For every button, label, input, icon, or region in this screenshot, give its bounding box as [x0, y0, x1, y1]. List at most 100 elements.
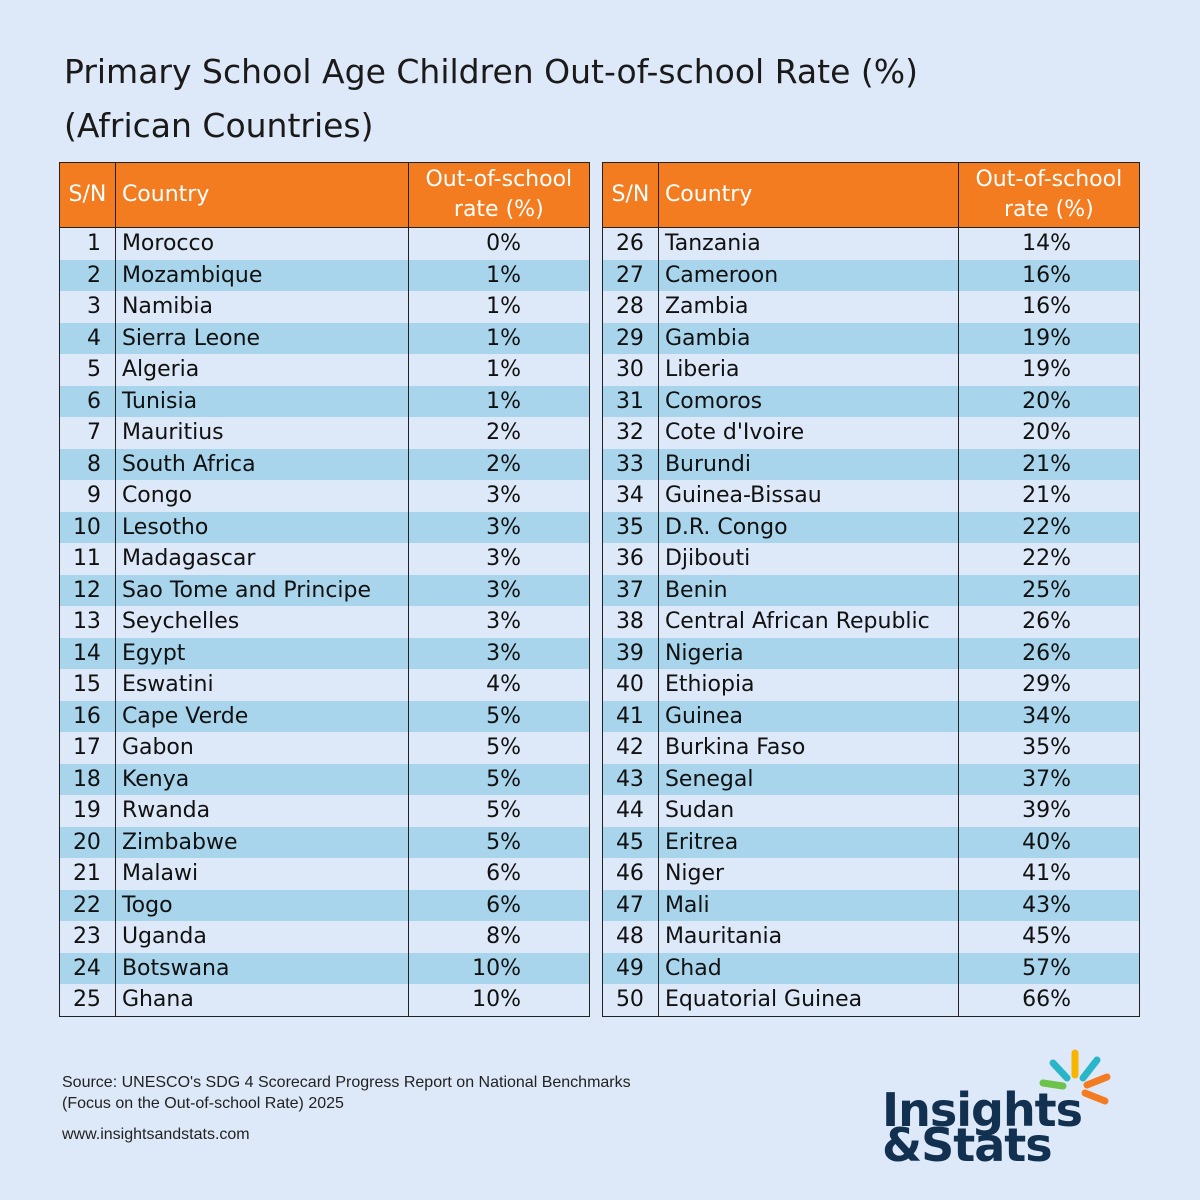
table-row: 30 Liberia 19%: [602, 354, 1141, 386]
rate-cell: 39%: [957, 795, 1141, 827]
table-row: 19 Rwanda 5%: [59, 795, 591, 827]
country-cell: Eswatini: [114, 669, 409, 701]
country-cell: Ethiopia: [657, 669, 959, 701]
table-row: 23 Uganda 8%: [59, 921, 591, 953]
rate-cell: 20%: [957, 417, 1141, 449]
rate-cell: 29%: [957, 669, 1141, 701]
sn-cell: 49: [602, 952, 659, 984]
logo: &Stats: [882, 1118, 1053, 1172]
sn-cell: 22: [59, 889, 116, 921]
table-row: 14 Egypt 3%: [59, 637, 591, 669]
sn-cell: 13: [59, 606, 116, 638]
country-cell: Tunisia: [114, 385, 409, 417]
country-cell: Sierra Leone: [114, 322, 409, 354]
data-table: S/N Country Out-of-school rate (%) 26 Tanzan…: [602, 162, 1141, 1017]
rate-cell: 5%: [407, 795, 591, 827]
country-cell: South Africa: [114, 448, 409, 480]
country-cell: Eritrea: [657, 826, 959, 858]
country-cell: Chad: [657, 952, 959, 984]
sn-cell: 29: [602, 322, 659, 354]
title: Primary School Age Children Out-of-schoo…: [64, 52, 918, 91]
sn-cell: 47: [602, 889, 659, 921]
country-cell: Mali: [657, 889, 959, 921]
sn-cell: 28: [602, 291, 659, 323]
sn-cell: 50: [602, 984, 659, 1016]
country-cell: Central African Republic: [657, 606, 959, 638]
table-row: 44 Sudan 39%: [602, 795, 1141, 827]
sn-cell: 46: [602, 858, 659, 890]
table-row: 38 Central African Republic 26%: [602, 606, 1141, 638]
sn-cell: 35: [602, 511, 659, 543]
sn-cell: 43: [602, 763, 659, 795]
table-row: 8 South Africa 2%: [59, 448, 591, 480]
table-row: 6 Tunisia 1%: [59, 385, 591, 417]
sn-cell: 11: [59, 543, 116, 575]
sn-cell: 6: [59, 385, 116, 417]
rate-cell: 21%: [957, 480, 1141, 512]
table-row: 3 Namibia 1%: [59, 291, 591, 323]
data-table: S/N Country Out-of-school rate (%) 1 Morocco…: [59, 162, 591, 1017]
table-row: 32 Cote d'Ivoire 20%: [602, 417, 1141, 449]
rate-cell: 66%: [957, 984, 1141, 1016]
source: Source: UNESCO's SDG 4 Scorecard Progres…: [62, 1074, 631, 1091]
sn-cell: 10: [59, 511, 116, 543]
sn-cell: 8: [59, 448, 116, 480]
country-cell: Mozambique: [114, 259, 409, 291]
column-header: Out-of-school rate (%): [407, 162, 591, 228]
sn-cell: 4: [59, 322, 116, 354]
table-row: 48 Mauritania 45%: [602, 921, 1141, 953]
table-row: 28 Zambia 16%: [602, 291, 1141, 323]
country-cell: Liberia: [657, 354, 959, 386]
country-cell: Gambia: [657, 322, 959, 354]
sn-cell: 34: [602, 480, 659, 512]
source: (Focus on the Out-of-school Rate) 2025: [62, 1095, 344, 1112]
table-row: 18 Kenya 5%: [59, 763, 591, 795]
country-cell: Djibouti: [657, 543, 959, 575]
table-row: 7 Mauritius 2%: [59, 417, 591, 449]
country-cell: Cape Verde: [114, 700, 409, 732]
table-row: 37 Benin 25%: [602, 574, 1141, 606]
table-row: 21 Malawi 6%: [59, 858, 591, 890]
country-cell: Egypt: [114, 637, 409, 669]
country-cell: Equatorial Guinea: [657, 984, 959, 1016]
table-row: 22 Togo 6%: [59, 889, 591, 921]
url: www.insightsandstats.com: [62, 1126, 250, 1143]
rate-cell: 34%: [957, 700, 1141, 732]
sn-cell: 27: [602, 259, 659, 291]
sn-cell: 30: [602, 354, 659, 386]
rate-cell: 2%: [407, 417, 591, 449]
table-row: 29 Gambia 19%: [602, 322, 1141, 354]
rate-cell: 16%: [957, 259, 1141, 291]
table-row: 34 Guinea-Bissau 21%: [602, 480, 1141, 512]
table-row: 9 Congo 3%: [59, 480, 591, 512]
country-cell: Benin: [657, 574, 959, 606]
sn-cell: 15: [59, 669, 116, 701]
sn-cell: 48: [602, 921, 659, 953]
sn-cell: 38: [602, 606, 659, 638]
rate-cell: 3%: [407, 480, 591, 512]
country-cell: Burundi: [657, 448, 959, 480]
sn-cell: 2: [59, 259, 116, 291]
rate-cell: 22%: [957, 543, 1141, 575]
country-cell: Togo: [114, 889, 409, 921]
sn-cell: 16: [59, 700, 116, 732]
table-row: 45 Eritrea 40%: [602, 826, 1141, 858]
table-row: 41 Guinea 34%: [602, 700, 1141, 732]
table-row: 11 Madagascar 3%: [59, 543, 591, 575]
country-cell: Seychelles: [114, 606, 409, 638]
sn-cell: 44: [602, 795, 659, 827]
title: (African Countries): [64, 106, 374, 145]
rate-cell: 1%: [407, 322, 591, 354]
rate-cell: 20%: [957, 385, 1141, 417]
table-row: 36 Djibouti 22%: [602, 543, 1141, 575]
table-row: 46 Niger 41%: [602, 858, 1141, 890]
table-row: 35 D.R. Congo 22%: [602, 511, 1141, 543]
sn-cell: 12: [59, 574, 116, 606]
column-header: Country: [657, 162, 959, 228]
sn-cell: 45: [602, 826, 659, 858]
sn-cell: 41: [602, 700, 659, 732]
rate-cell: 19%: [957, 322, 1141, 354]
country-cell: Cameroon: [657, 259, 959, 291]
sn-cell: 37: [602, 574, 659, 606]
sn-cell: 36: [602, 543, 659, 575]
